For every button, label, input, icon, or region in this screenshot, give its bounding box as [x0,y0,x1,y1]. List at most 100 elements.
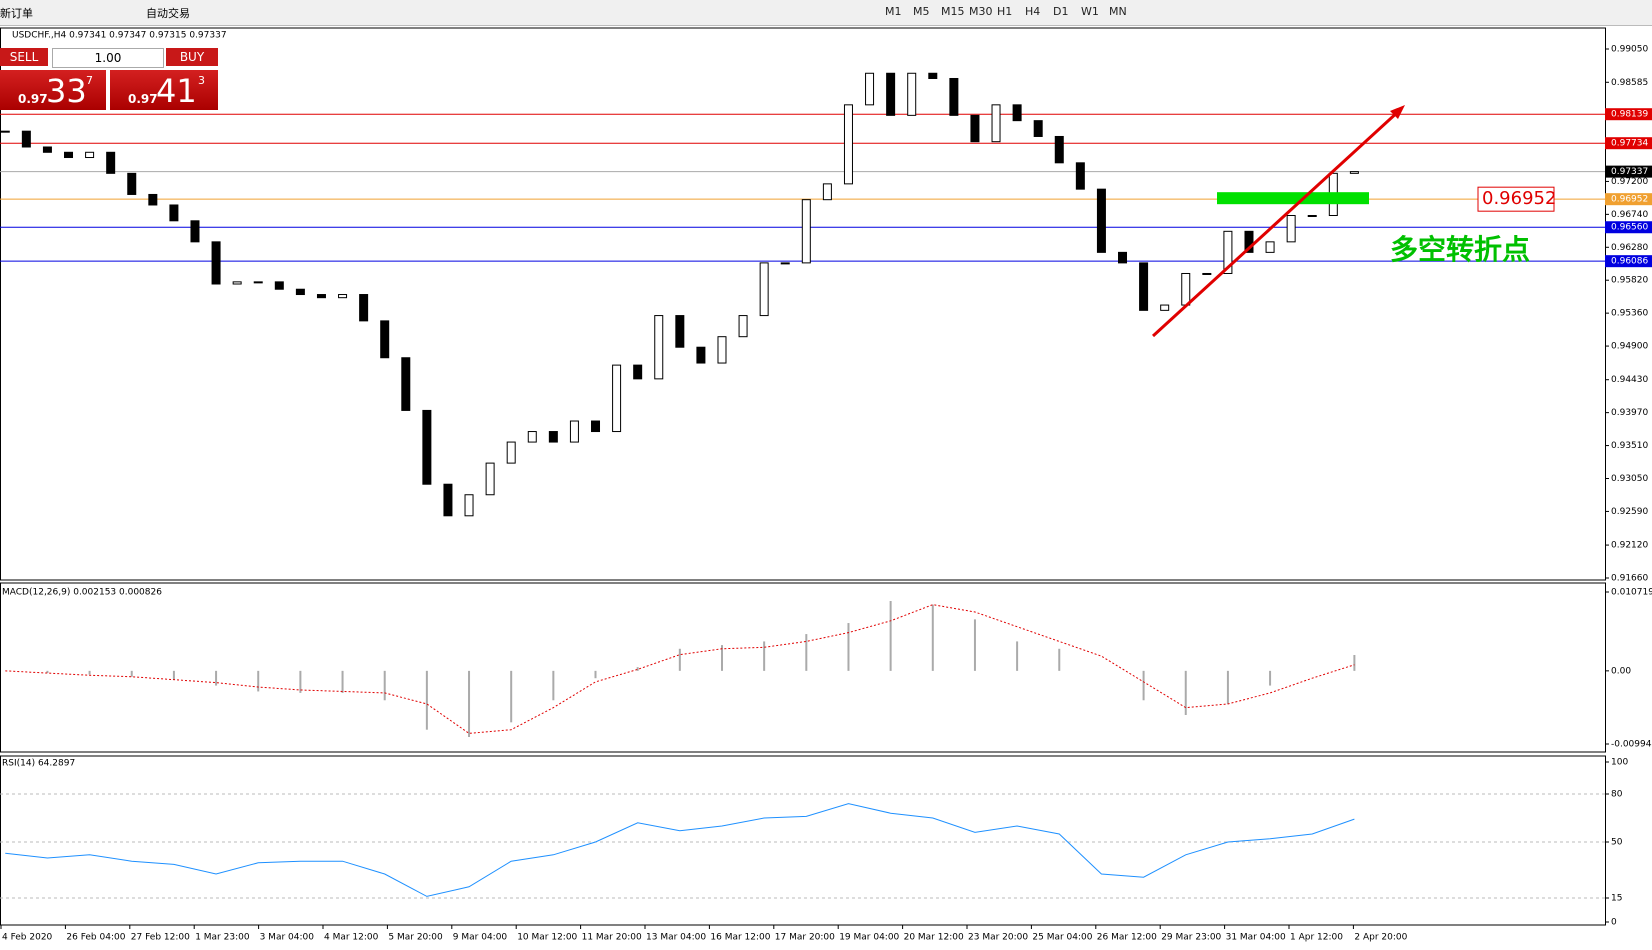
level-tag [1605,255,1652,268]
candle-body [717,336,727,364]
candle-body [274,281,284,290]
candle-body [1181,272,1191,306]
sell-button[interactable]: SELL [0,48,48,66]
candle-body [991,104,1001,143]
y-tick-label: 0.96740 [1611,210,1648,220]
level-label: 0.97734 [1611,139,1648,149]
period-button[interactable]: H1 [997,5,1013,18]
macd-signal [5,604,1355,734]
toolbar: 新订单 自动交易 M1 M5 M15 M30 H1 H4 D1 W1 MN [0,0,1652,26]
candle-body [527,431,537,443]
candle-body [106,151,116,174]
y-tick-label: 0.91660 [1611,574,1648,584]
period-button[interactable]: M5 [913,5,930,18]
y-tick-label: 0.00 [1611,666,1631,676]
y-tick-label: 0.96280 [1611,243,1648,253]
buy-button[interactable]: BUY [166,48,218,66]
x-tick-label: 1 Mar 23:00 [195,933,250,943]
period-button[interactable]: D1 [1053,5,1069,18]
candle-body [0,130,10,133]
candle-body [928,72,938,79]
price-big: 33 [46,72,87,110]
candle-body [1349,171,1359,174]
x-tick-label: 3 Mar 04:00 [260,933,315,943]
x-tick-label: 4 Feb 2020 [2,933,53,943]
period-button[interactable]: M1 [885,5,902,18]
x-tick-label: 29 Mar 23:00 [1161,933,1221,943]
candle-body [1328,172,1338,217]
x-tick-label: 5 Mar 20:00 [388,933,443,943]
y-tick-label: 0 [1611,918,1617,928]
candle-body [822,183,832,201]
y-tick-label: 0.95820 [1611,276,1648,286]
sell-price[interactable]: 0.97 33 7 [0,70,106,110]
current-label: 0.97337 [1611,167,1648,177]
new-order[interactable]: 新订单 [0,7,33,20]
level-tag [1605,137,1652,150]
candle-body [1286,215,1296,243]
period-button[interactable]: H4 [1025,5,1041,18]
y-tick-label: 0.99050 [1611,45,1648,55]
period-button[interactable]: W1 [1081,5,1099,18]
candle-body [1033,120,1043,137]
candle-body [1202,272,1212,275]
pane-title: RSI(14) 64.2897 [2,759,75,769]
x-tick-label: 26 Mar 12:00 [1097,933,1157,943]
candle-body [85,151,95,159]
price-big: 41 [156,72,197,110]
y-tick-label: 0.94430 [1611,375,1648,385]
x-tick-label: 17 Mar 20:00 [775,933,835,943]
candle-body [127,172,137,195]
trend-arrow [1151,108,1402,338]
candle-body [886,72,896,116]
x-tick-label: 1 Apr 12:00 [1290,933,1343,943]
annot-box [1477,186,1555,212]
auto-trade[interactable]: 自动交易 [146,7,190,20]
current-tag [1605,165,1652,178]
lots[interactable]: 1.00 [52,48,164,68]
pane-frame [0,27,1606,581]
x-tick-label: 11 Mar 20:00 [582,933,642,943]
candle-body [485,462,495,496]
candle-body [338,294,348,299]
candle-body [148,193,158,206]
candle-body [190,220,200,243]
candle-body [780,262,790,265]
y-tick-label: 80 [1611,790,1623,800]
candle-body [801,199,811,264]
candle-body [253,281,263,284]
y-tick-label: 0.93510 [1611,441,1648,451]
y-tick-label: 15 [1611,894,1622,904]
candle-body [295,288,305,296]
y-tick-label: 0.93050 [1611,474,1648,484]
period-button[interactable]: M30 [969,5,993,18]
x-tick-label: 2 Apr 20:00 [1354,933,1407,943]
y-tick-label: 0.92590 [1611,507,1648,517]
x-tick-label: 9 Mar 04:00 [453,933,508,943]
chart-header: USDCHF.,H4 0.97341 0.97347 0.97315 0.973… [12,31,227,41]
candle-body [1244,230,1254,253]
y-tick-label: 0.92120 [1611,541,1648,551]
candle-body [1223,230,1233,274]
y-tick-label: 0.95360 [1611,309,1648,319]
candle-body [654,315,664,380]
x-tick-label: 19 Mar 04:00 [839,933,899,943]
candle-body [232,281,242,285]
x-tick-label: 4 Mar 12:00 [324,933,379,943]
y-tick-label: 0.94900 [1611,342,1648,352]
arrow-head [1390,105,1405,119]
level-label: 0.98139 [1611,110,1648,120]
y-tick-label: -0.009944 [1611,740,1652,750]
pane-frame [0,582,1606,753]
x-tick-label: 27 Feb 12:00 [131,933,190,943]
candle-body [759,262,769,317]
x-tick-label: 23 Mar 20:00 [968,933,1028,943]
buy-price[interactable]: 0.97 41 3 [110,70,218,110]
candle-body [1307,215,1317,218]
candle-body [443,483,453,517]
candle-body [401,357,411,411]
period-button[interactable]: M15 [941,5,965,18]
candle-body [569,420,579,443]
candle-body [1265,241,1275,253]
period-button[interactable]: MN [1109,5,1127,18]
